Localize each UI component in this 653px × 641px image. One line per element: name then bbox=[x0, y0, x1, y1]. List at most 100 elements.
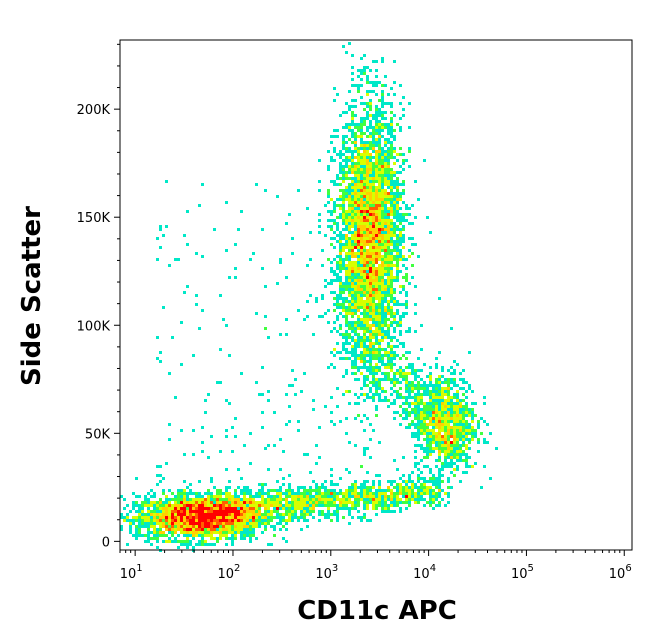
event-dot bbox=[435, 366, 438, 369]
event-dot bbox=[366, 366, 369, 369]
event-dot bbox=[333, 129, 336, 132]
event-dot bbox=[207, 528, 210, 531]
event-dot bbox=[153, 534, 156, 537]
event-dot bbox=[474, 462, 477, 465]
event-dot bbox=[336, 204, 339, 207]
event-dot bbox=[282, 492, 285, 495]
event-dot bbox=[195, 498, 198, 501]
event-dot bbox=[369, 363, 372, 366]
event-dot bbox=[381, 288, 384, 291]
event-dot bbox=[465, 456, 468, 459]
event-dot bbox=[276, 282, 279, 285]
event-dot bbox=[405, 300, 408, 303]
event-dot bbox=[327, 168, 330, 171]
event-dot bbox=[336, 129, 339, 132]
event-dot bbox=[219, 348, 222, 351]
event-dot bbox=[252, 498, 255, 501]
event-dot bbox=[231, 507, 234, 510]
event-dot bbox=[375, 513, 378, 516]
event-dot bbox=[141, 516, 144, 519]
event-dot bbox=[243, 531, 246, 534]
event-dot bbox=[351, 336, 354, 339]
event-dot bbox=[369, 261, 372, 264]
event-dot bbox=[390, 237, 393, 240]
event-dot bbox=[168, 264, 171, 267]
event-dot bbox=[417, 444, 420, 447]
event-dot bbox=[345, 255, 348, 258]
event-dot bbox=[393, 297, 396, 300]
event-dot bbox=[357, 414, 360, 417]
event-dot bbox=[180, 525, 183, 528]
event-dot bbox=[342, 198, 345, 201]
event-dot bbox=[438, 468, 441, 471]
event-dot bbox=[159, 246, 162, 249]
event-dot bbox=[249, 516, 252, 519]
event-dot bbox=[243, 525, 246, 528]
event-dot bbox=[453, 453, 456, 456]
event-dot bbox=[267, 516, 270, 519]
event-dot bbox=[393, 300, 396, 303]
event-dot bbox=[390, 498, 393, 501]
event-dot bbox=[366, 162, 369, 165]
event-dot bbox=[333, 204, 336, 207]
event-dot bbox=[360, 279, 363, 282]
event-dot bbox=[336, 264, 339, 267]
event-dot bbox=[399, 396, 402, 399]
event-dot bbox=[333, 273, 336, 276]
event-dot bbox=[366, 105, 369, 108]
event-dot bbox=[381, 93, 384, 96]
event-dot bbox=[345, 507, 348, 510]
y-tick-label: 100K bbox=[77, 319, 111, 334]
event-dot bbox=[366, 315, 369, 318]
event-dot bbox=[369, 303, 372, 306]
event-dot bbox=[408, 474, 411, 477]
event-dot bbox=[195, 543, 198, 546]
event-dot bbox=[360, 237, 363, 240]
event-dot bbox=[333, 291, 336, 294]
event-dot bbox=[249, 525, 252, 528]
event-dot bbox=[159, 504, 162, 507]
event-dot bbox=[444, 435, 447, 438]
event-dot bbox=[390, 501, 393, 504]
event-dot bbox=[399, 507, 402, 510]
event-dot bbox=[345, 270, 348, 273]
event-dot bbox=[399, 195, 402, 198]
event-dot bbox=[360, 198, 363, 201]
event-dot bbox=[378, 222, 381, 225]
event-dot bbox=[339, 213, 342, 216]
event-dot bbox=[459, 387, 462, 390]
event-dot bbox=[327, 258, 330, 261]
event-dot bbox=[372, 348, 375, 351]
event-dot bbox=[393, 258, 396, 261]
event-dot bbox=[399, 291, 402, 294]
event-dot bbox=[321, 495, 324, 498]
event-dot bbox=[390, 351, 393, 354]
event-dot bbox=[375, 222, 378, 225]
event-dot bbox=[198, 522, 201, 525]
event-dot bbox=[381, 324, 384, 327]
event-dot bbox=[321, 492, 324, 495]
event-dot bbox=[462, 408, 465, 411]
event-dot bbox=[369, 174, 372, 177]
event-dot bbox=[255, 183, 258, 186]
event-dot bbox=[339, 267, 342, 270]
event-dot bbox=[393, 384, 396, 387]
event-dot bbox=[243, 528, 246, 531]
event-dot bbox=[411, 489, 414, 492]
event-dot bbox=[204, 516, 207, 519]
event-dot bbox=[396, 483, 399, 486]
event-dot bbox=[387, 147, 390, 150]
event-dot bbox=[348, 282, 351, 285]
event-dot bbox=[405, 402, 408, 405]
event-dot bbox=[417, 480, 420, 483]
event-dot bbox=[435, 498, 438, 501]
event-dot bbox=[387, 186, 390, 189]
event-dot bbox=[273, 498, 276, 501]
event-dot bbox=[357, 378, 360, 381]
event-dot bbox=[312, 495, 315, 498]
event-dot bbox=[360, 495, 363, 498]
event-dot bbox=[390, 183, 393, 186]
event-dot bbox=[291, 519, 294, 522]
event-dot bbox=[402, 225, 405, 228]
event-dot bbox=[267, 492, 270, 495]
